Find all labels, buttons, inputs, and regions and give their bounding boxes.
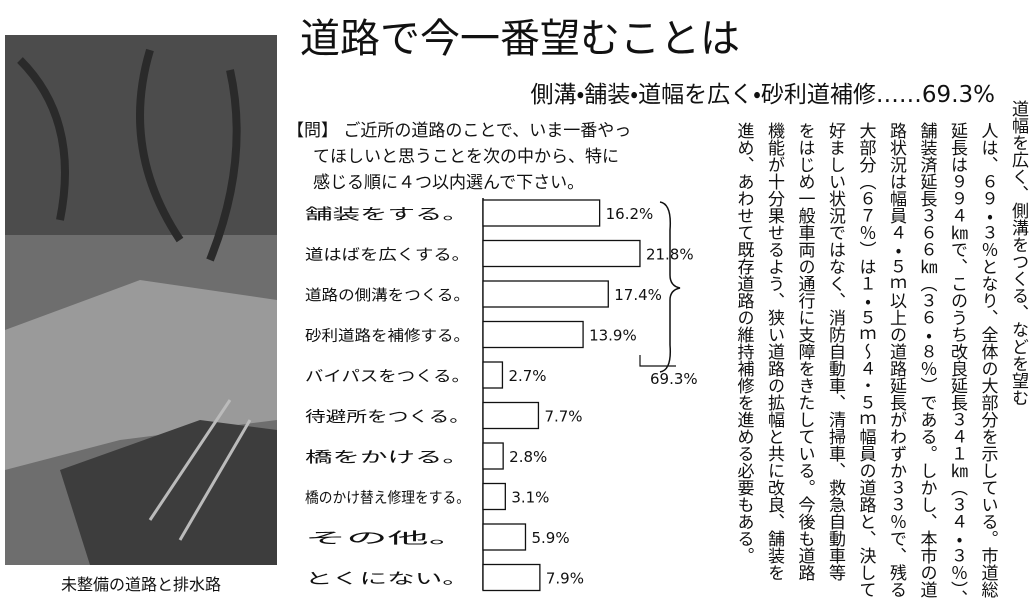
article-line: 機能が十分果せるよう、狭い道路の拡幅と共に改良、舗装を [764,122,785,581]
article-line: 路状況は幅員４・５ｍ以上の道路延長がわずか３３％で、残る [886,122,907,598]
value-label: 7.9% [546,570,584,588]
bar [482,482,506,511]
title: 道路で今一番望むことは [300,16,740,62]
value-label: 2.8% [509,448,547,466]
category-label: 橋をかける。 [305,448,470,466]
bar [482,523,527,551]
category-label: 道はばを広くする。 [305,246,470,264]
category-label: 舗装をする。 [305,205,470,223]
article-line: 進め、あわせて既存道路の維持補修を進める必要もある。 [734,122,755,564]
category-label: 橋のかけ替え修理をする。 [305,489,470,507]
subtitle: 側溝・舗装・道幅を広く・砂利道補修……69.3% [530,82,995,108]
article-line: 延長は９９４㎞で、このうち改良延長３４１㎞（３４・３％）、 [947,122,968,605]
category-label: 砂利道路を補修する。 [305,327,470,345]
category-label: その他。 [305,529,470,547]
value-label: 16.2% [606,205,654,223]
total-label: 69.3% [650,370,698,388]
article-line: 大部分（６７％）は１・５ｍ～４・５ｍ幅員の道路と、決して [856,122,877,598]
photo [5,35,277,565]
bar [482,239,641,268]
bracket-tail [639,355,676,367]
question-line: 【問】 ご近所の道路のことで、いま一番やっ [287,121,631,141]
bar [482,401,540,430]
article-line: 好ましい状況ではなく、消防自動車、清掃車、救急自動車等 [825,122,846,581]
value-label: 3.1% [511,489,549,507]
value-label: 5.9% [531,529,569,547]
question-line: てほしいと思うことを次の中から、特に [313,147,619,167]
bar [482,361,504,389]
article-line: 人は、６９・３％となり、全体の大部分を示している。市道総 [978,122,999,598]
value-label: 13.9% [589,327,637,345]
category-label: 道路の側溝をつくる。 [305,286,470,304]
value-label: 7.7% [544,408,582,426]
photo-caption: 未整備の道路と排水路 [61,575,221,594]
bar [482,199,601,227]
bracket [659,201,681,373]
bar [482,320,584,349]
article-line: をはじめ一般車両の通行に支障をきたしている。今後も道路 [795,122,816,581]
article-line: 道幅を広く、側溝をつくる、などを望む [1008,100,1029,406]
bar [482,280,609,308]
question-line: 感じる順に４つ以内選んで下さい。 [313,173,584,193]
bar [482,442,504,470]
category-label: バイパスをつくる。 [305,367,470,385]
value-label: 17.4% [614,286,662,304]
value-label: 21.8% [646,246,694,264]
bar [482,563,541,592]
category-label: とくにない。 [305,570,470,588]
value-label: 2.7% [508,367,546,385]
article-line: 舗装済延長３６６㎞（３６・８％）である。しかし、本市の道 [917,122,938,598]
category-label: 待避所をつくる。 [305,408,470,426]
